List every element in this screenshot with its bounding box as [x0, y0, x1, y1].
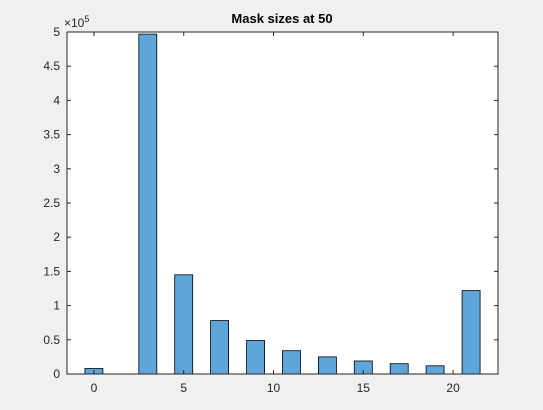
- y-tick-label: 2: [53, 230, 60, 244]
- x-tick-label: 5: [180, 381, 187, 395]
- ticks: [67, 31, 498, 375]
- y-tick-label: 1: [53, 299, 60, 313]
- x-tick-label: 20: [446, 381, 460, 395]
- bar: [138, 33, 158, 375]
- y-tick-label: 5: [53, 25, 60, 39]
- y-tick-label: 0.5: [43, 333, 60, 347]
- bar: [174, 274, 194, 375]
- bar: [317, 356, 337, 375]
- y-tick-label: 0: [53, 367, 60, 381]
- bar: [210, 320, 230, 375]
- chart-title: Mask sizes at 50: [231, 11, 332, 26]
- bar: [246, 340, 266, 375]
- tick-labels: 0 5 10 15 20 0 0.5 1 1.5 2 2.5 3 3.5 4 4.5 5: [43, 25, 460, 395]
- bar: [389, 363, 409, 375]
- y-tick-label: 4: [53, 93, 60, 107]
- y-tick-label: 3.5: [43, 128, 60, 142]
- bar: [425, 365, 445, 375]
- bars: [84, 33, 481, 375]
- y-tick-label: 1.5: [43, 264, 60, 278]
- bar: [282, 350, 301, 375]
- bar: [461, 290, 481, 375]
- y-tick-label: 3: [53, 162, 60, 176]
- plot-area: [67, 32, 498, 374]
- y-exponent-label: ×105: [64, 14, 89, 30]
- x-tick-label: 15: [357, 381, 371, 395]
- x-tick-label: 10: [267, 381, 281, 395]
- y-tick-label: 4.5: [43, 59, 60, 73]
- x-tick-label: 0: [91, 381, 98, 395]
- y-tick-label: 2.5: [43, 196, 60, 210]
